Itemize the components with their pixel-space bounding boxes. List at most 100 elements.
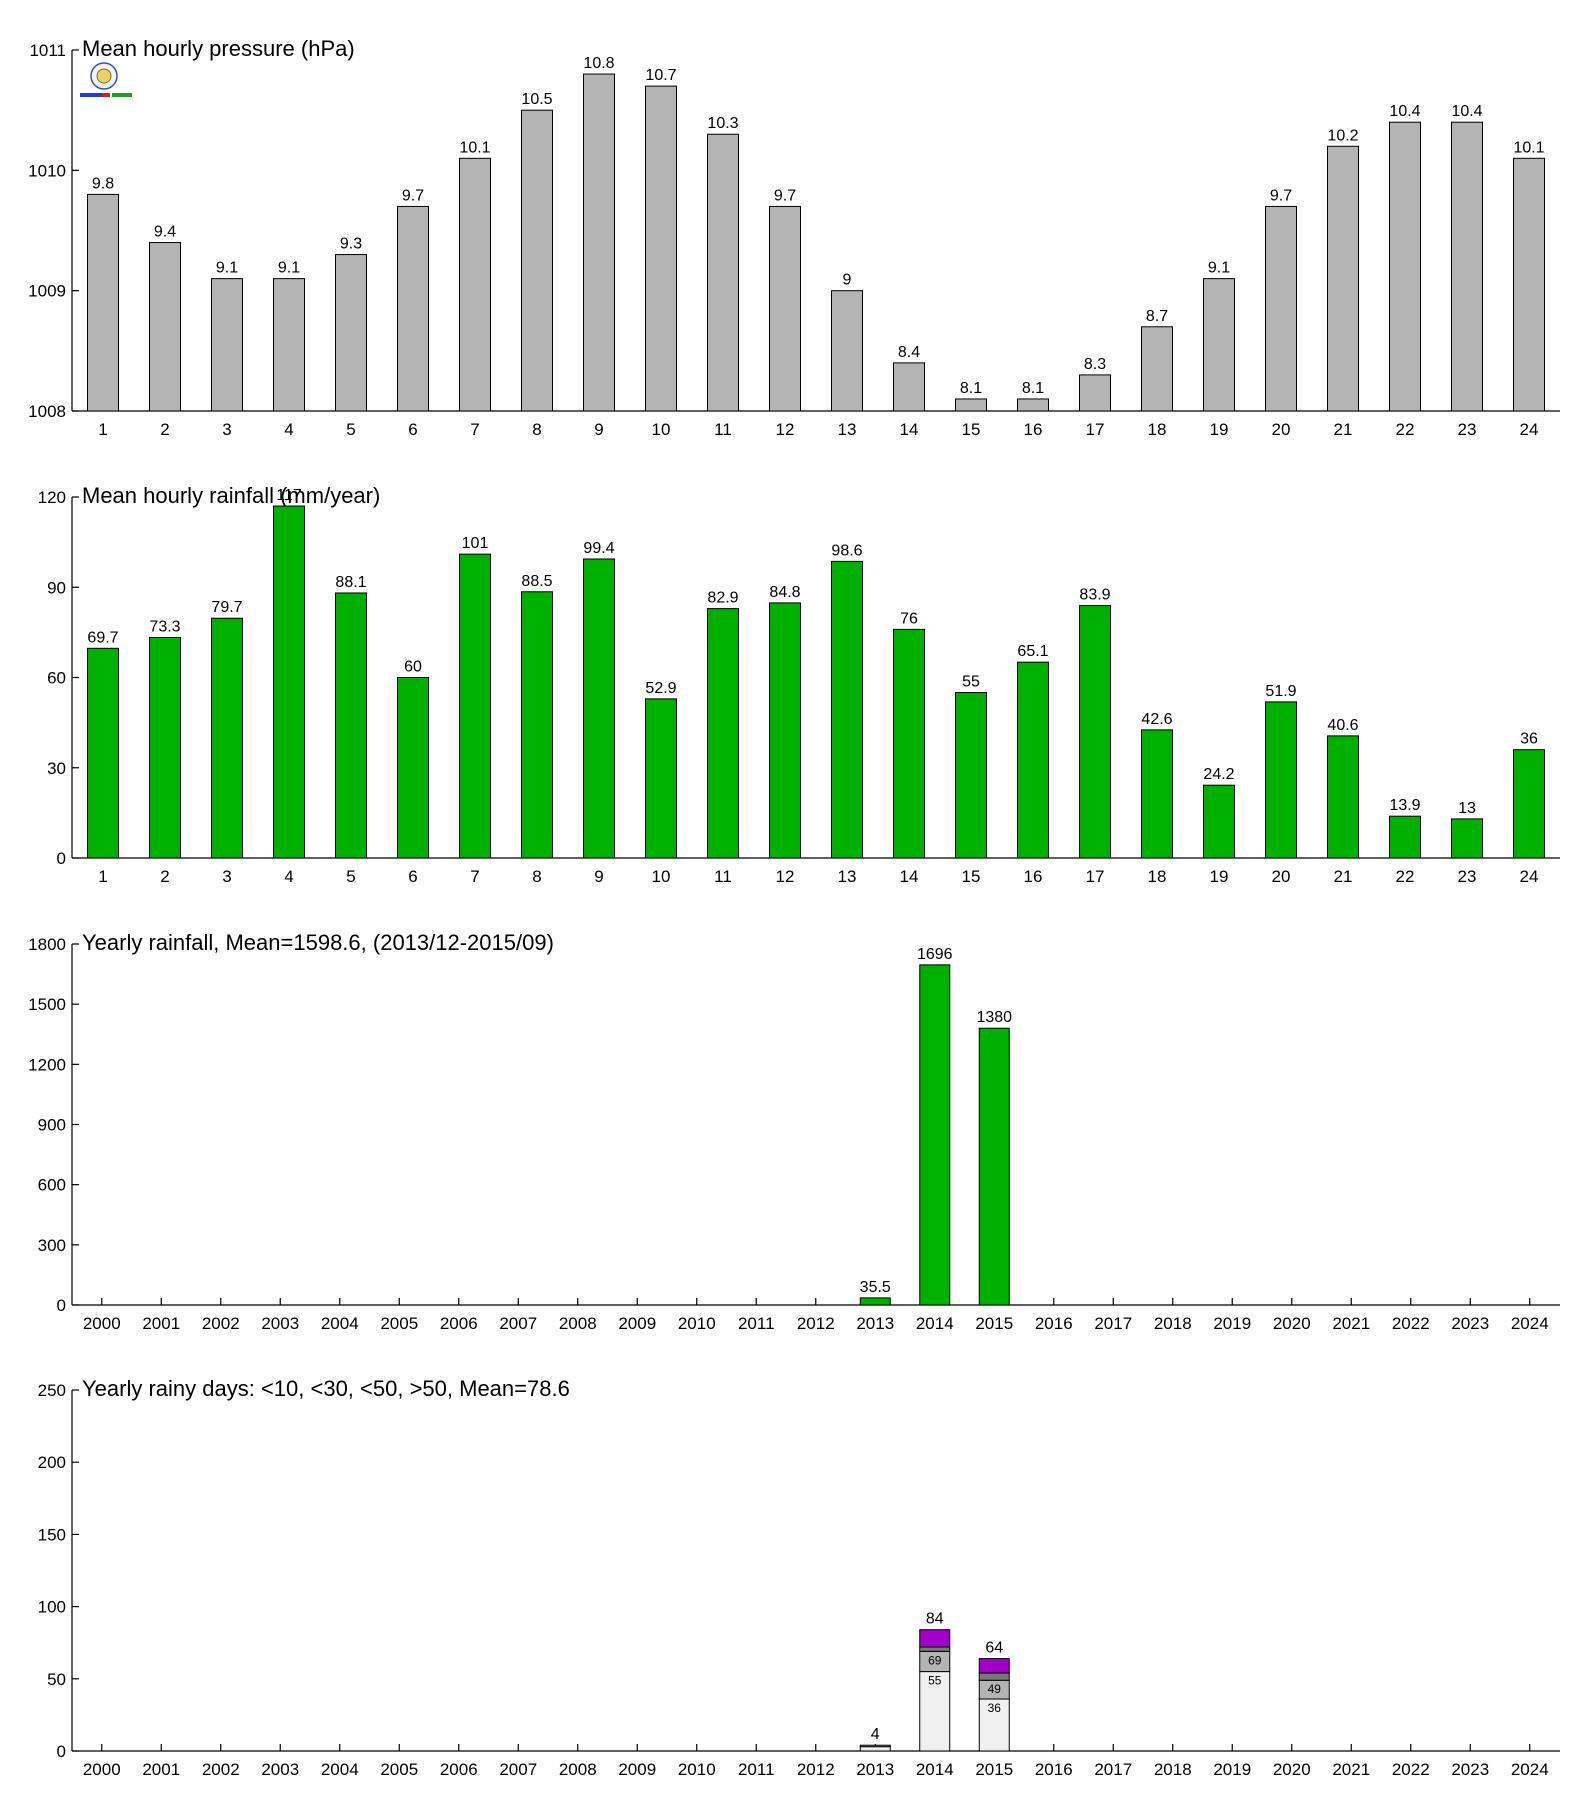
bar <box>1203 278 1235 412</box>
x-tick-label: 5 <box>346 420 355 439</box>
bar <box>1265 205 1297 412</box>
bar <box>769 602 801 859</box>
bar <box>335 592 367 859</box>
x-tick-label: 2 <box>160 867 169 886</box>
x-tick-label: 2009 <box>618 1760 656 1779</box>
data-label: 13 <box>1458 800 1476 817</box>
total-label: 4 <box>871 1726 880 1743</box>
y-tick-label: 1800 <box>28 935 66 954</box>
y-tick-label: 200 <box>38 1453 66 1472</box>
x-tick-label: 16 <box>1024 867 1043 886</box>
x-tick-label: 2010 <box>678 1760 716 1779</box>
bar <box>859 1297 891 1306</box>
x-tick-label: 2022 <box>1392 1314 1430 1333</box>
x-tick-label: 2011 <box>738 1760 775 1779</box>
y-tick-label: 120 <box>38 488 66 507</box>
x-tick-label: 2010 <box>678 1314 716 1333</box>
x-tick-label: 10 <box>652 420 671 439</box>
x-tick-label: 2024 <box>1511 1760 1549 1779</box>
x-tick-label: 21 <box>1334 420 1353 439</box>
x-tick-label: 15 <box>962 420 981 439</box>
bar <box>87 647 119 859</box>
bar <box>1141 729 1173 859</box>
x-tick-label: 2007 <box>499 1314 537 1333</box>
data-label: 9 <box>843 272 852 289</box>
bar <box>459 553 491 859</box>
bar <box>1079 374 1111 412</box>
logo-stripe-red <box>102 93 110 97</box>
hourly-rainfall-chart: Mean hourly rainfall (mm/year)0306090120… <box>38 483 1560 886</box>
x-tick-label: 2003 <box>261 1314 299 1333</box>
stack-segment <box>859 1746 891 1752</box>
stack-segment <box>919 1629 951 1648</box>
x-tick-label: 20 <box>1272 420 1291 439</box>
x-tick-label: 5 <box>346 867 355 886</box>
bar <box>707 608 739 859</box>
data-label: 9.4 <box>154 224 176 241</box>
x-tick-label: 1 <box>98 867 107 886</box>
bar <box>955 398 987 412</box>
x-tick-label: 19 <box>1210 420 1229 439</box>
bar <box>1203 784 1235 859</box>
x-tick-label: 2001 <box>142 1760 180 1779</box>
total-label: 84 <box>926 1611 944 1628</box>
y-tick-label: 1008 <box>28 402 66 421</box>
x-tick-label: 14 <box>900 420 919 439</box>
data-label: 117 <box>276 487 302 504</box>
x-tick-label: 2008 <box>559 1314 597 1333</box>
bar <box>583 558 615 859</box>
x-tick-label: 23 <box>1458 420 1477 439</box>
bar <box>1513 749 1545 859</box>
x-tick-label: 2000 <box>83 1314 121 1333</box>
data-label: 99.4 <box>583 540 614 557</box>
x-tick-label: 2018 <box>1154 1314 1192 1333</box>
x-tick-label: 2008 <box>559 1760 597 1779</box>
x-tick-label: 2004 <box>321 1314 359 1333</box>
segment-label: 36 <box>988 1701 1002 1715</box>
data-label: 10.4 <box>1389 103 1420 120</box>
bar <box>149 636 181 859</box>
total-label: 64 <box>985 1640 1003 1657</box>
x-tick-label: 2013 <box>856 1314 894 1333</box>
y-tick-label: 1009 <box>28 282 66 301</box>
x-tick-label: 2 <box>160 420 169 439</box>
data-label: 10.1 <box>459 139 490 156</box>
data-label: 9.8 <box>92 175 114 192</box>
x-tick-label: 2018 <box>1154 1760 1192 1779</box>
bar <box>1141 326 1173 412</box>
x-tick-label: 14 <box>900 867 919 886</box>
bar <box>769 205 801 412</box>
data-label: 9.1 <box>1208 260 1230 277</box>
data-label: 73.3 <box>149 618 180 635</box>
x-tick-label: 2017 <box>1094 1314 1132 1333</box>
data-label: 13.9 <box>1389 797 1420 814</box>
x-tick-label: 2011 <box>738 1314 775 1333</box>
data-label: 82.9 <box>707 590 738 607</box>
data-label: 83.9 <box>1079 587 1110 604</box>
x-tick-label: 4 <box>284 420 293 439</box>
data-label: 76 <box>900 610 918 627</box>
stack-segment <box>859 1744 891 1748</box>
rainy-days-chart: Yearly rainy days: <10, <30, <50, >50, M… <box>38 1376 1560 1779</box>
x-tick-label: 15 <box>962 867 981 886</box>
x-tick-label: 3 <box>222 420 231 439</box>
chart-title: Mean hourly pressure (hPa) <box>82 36 355 61</box>
chart-title: Yearly rainy days: <10, <30, <50, >50, M… <box>82 1376 570 1401</box>
data-label: 10.4 <box>1451 103 1482 120</box>
data-label: 35.5 <box>860 1279 891 1296</box>
data-label: 10.3 <box>707 115 738 132</box>
x-tick-label: 2005 <box>380 1760 418 1779</box>
x-tick-label: 2024 <box>1511 1314 1549 1333</box>
chart-title: Yearly rainfall, Mean=1598.6, (2013/12-2… <box>82 930 554 955</box>
bar <box>1265 701 1297 859</box>
bar <box>831 290 863 412</box>
bar <box>335 254 367 412</box>
bar <box>273 278 305 412</box>
segment-label: 69 <box>928 1653 942 1667</box>
bar <box>459 157 491 412</box>
data-label: 1380 <box>976 1009 1012 1026</box>
logo-stripe-green <box>112 93 132 97</box>
bar <box>1327 735 1359 859</box>
data-label: 10.2 <box>1327 127 1358 144</box>
x-tick-label: 11 <box>714 420 732 439</box>
